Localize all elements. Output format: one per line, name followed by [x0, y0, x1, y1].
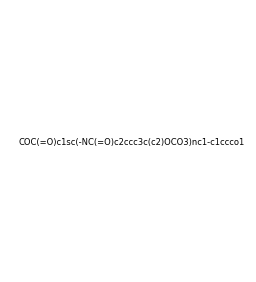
Text: COC(=O)c1sc(-NC(=O)c2ccc3c(c2)OCO3)nc1-c1ccco1: COC(=O)c1sc(-NC(=O)c2ccc3c(c2)OCO3)nc1-c…: [18, 138, 244, 147]
